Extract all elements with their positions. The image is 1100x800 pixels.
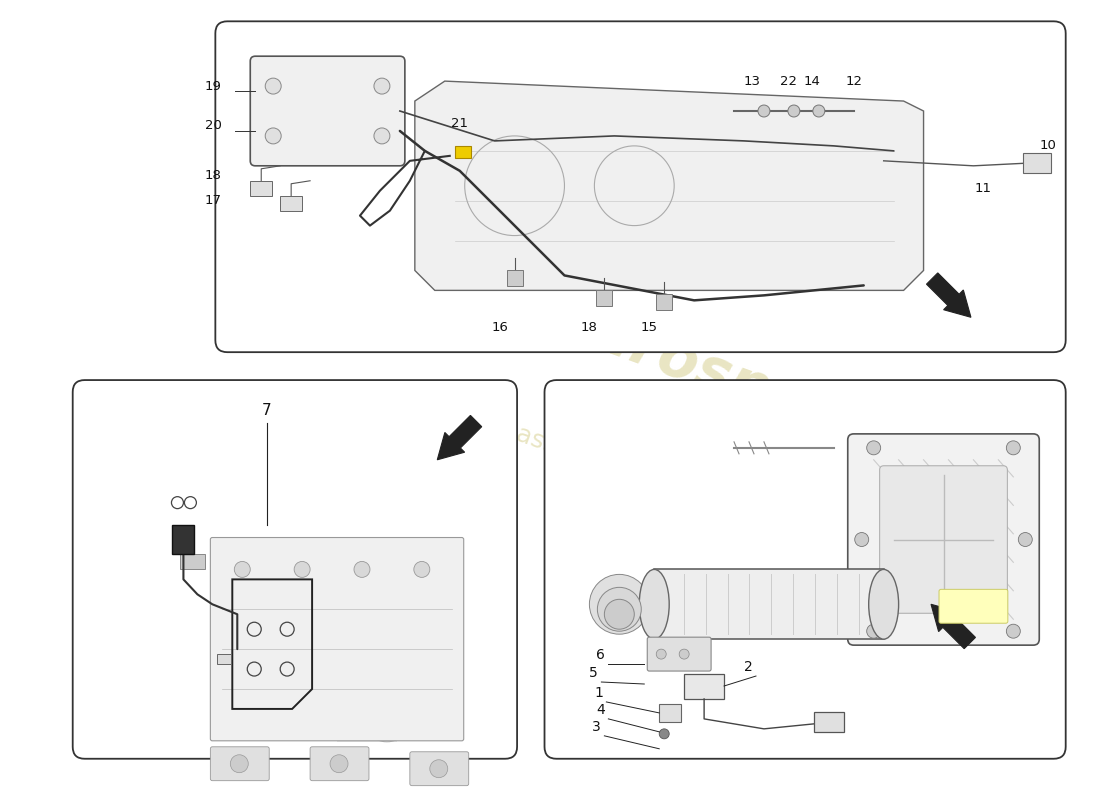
FancyBboxPatch shape bbox=[251, 56, 405, 166]
Bar bbox=[180, 554, 206, 570]
Bar bbox=[659, 704, 681, 722]
Polygon shape bbox=[438, 415, 482, 460]
Circle shape bbox=[265, 128, 282, 144]
Polygon shape bbox=[926, 273, 971, 318]
Circle shape bbox=[867, 441, 881, 455]
Circle shape bbox=[758, 105, 770, 117]
Circle shape bbox=[657, 649, 667, 659]
Ellipse shape bbox=[372, 724, 402, 742]
Bar bbox=[251, 181, 272, 196]
Circle shape bbox=[813, 105, 825, 117]
Bar bbox=[454, 146, 471, 158]
FancyBboxPatch shape bbox=[939, 590, 1008, 623]
Circle shape bbox=[1006, 624, 1021, 638]
FancyBboxPatch shape bbox=[410, 752, 469, 786]
Text: 14: 14 bbox=[803, 74, 821, 88]
Text: eurospares: eurospares bbox=[547, 290, 913, 470]
Circle shape bbox=[414, 562, 430, 578]
Circle shape bbox=[330, 754, 348, 773]
Bar bbox=[307, 648, 367, 666]
Ellipse shape bbox=[327, 610, 358, 628]
Circle shape bbox=[597, 587, 641, 631]
Bar bbox=[654, 570, 883, 639]
Circle shape bbox=[265, 78, 282, 94]
Text: 18: 18 bbox=[581, 321, 597, 334]
Text: 15: 15 bbox=[640, 321, 658, 334]
Circle shape bbox=[679, 649, 689, 659]
Polygon shape bbox=[931, 604, 976, 649]
Text: 20: 20 bbox=[205, 119, 222, 133]
Ellipse shape bbox=[358, 686, 387, 704]
Circle shape bbox=[230, 754, 249, 773]
Circle shape bbox=[659, 729, 669, 739]
Circle shape bbox=[1019, 533, 1032, 546]
Text: 4: 4 bbox=[596, 703, 605, 717]
FancyBboxPatch shape bbox=[73, 380, 517, 758]
Text: 5: 5 bbox=[590, 666, 598, 680]
FancyBboxPatch shape bbox=[848, 434, 1040, 645]
Polygon shape bbox=[415, 81, 924, 290]
Text: 13: 13 bbox=[744, 74, 760, 88]
Ellipse shape bbox=[342, 648, 372, 666]
Bar bbox=[337, 724, 397, 742]
Text: 10: 10 bbox=[1040, 139, 1057, 152]
FancyBboxPatch shape bbox=[880, 466, 1008, 614]
Text: 17: 17 bbox=[205, 194, 222, 207]
Text: 19: 19 bbox=[205, 79, 222, 93]
FancyBboxPatch shape bbox=[216, 22, 1066, 352]
Bar bbox=[173, 525, 195, 554]
Circle shape bbox=[294, 562, 310, 578]
Bar bbox=[507, 270, 522, 286]
Bar bbox=[684, 674, 724, 699]
Text: 2: 2 bbox=[744, 660, 752, 674]
Circle shape bbox=[867, 624, 881, 638]
Bar bbox=[596, 290, 613, 306]
Text: 11: 11 bbox=[975, 182, 992, 195]
FancyBboxPatch shape bbox=[647, 637, 711, 671]
FancyBboxPatch shape bbox=[310, 746, 369, 781]
Circle shape bbox=[1006, 441, 1021, 455]
Bar bbox=[218, 654, 231, 664]
Text: 16: 16 bbox=[492, 321, 508, 334]
Text: a passion for parts: a passion for parts bbox=[476, 409, 704, 511]
Text: 6: 6 bbox=[596, 648, 605, 662]
Text: 7: 7 bbox=[262, 403, 272, 418]
Bar bbox=[293, 610, 352, 628]
Circle shape bbox=[430, 760, 448, 778]
Text: 1: 1 bbox=[594, 686, 603, 700]
Circle shape bbox=[788, 105, 800, 117]
FancyBboxPatch shape bbox=[210, 538, 464, 741]
Circle shape bbox=[855, 533, 869, 546]
Text: 12: 12 bbox=[845, 74, 862, 88]
FancyBboxPatch shape bbox=[544, 380, 1066, 758]
Bar bbox=[814, 712, 844, 732]
Circle shape bbox=[604, 599, 635, 630]
Bar bbox=[657, 294, 672, 310]
Text: 21: 21 bbox=[451, 118, 469, 130]
Bar bbox=[280, 196, 302, 210]
Circle shape bbox=[374, 78, 389, 94]
FancyBboxPatch shape bbox=[210, 746, 270, 781]
Text: since 1985: since 1985 bbox=[711, 460, 908, 559]
Bar bbox=[322, 686, 382, 704]
Text: 18: 18 bbox=[205, 170, 222, 182]
Text: 22: 22 bbox=[780, 74, 798, 88]
Bar bbox=[1023, 153, 1052, 173]
Ellipse shape bbox=[639, 570, 669, 639]
Circle shape bbox=[234, 562, 251, 578]
Circle shape bbox=[374, 128, 389, 144]
Text: 3: 3 bbox=[593, 720, 601, 734]
Ellipse shape bbox=[869, 570, 899, 639]
Circle shape bbox=[354, 562, 370, 578]
Circle shape bbox=[590, 574, 649, 634]
